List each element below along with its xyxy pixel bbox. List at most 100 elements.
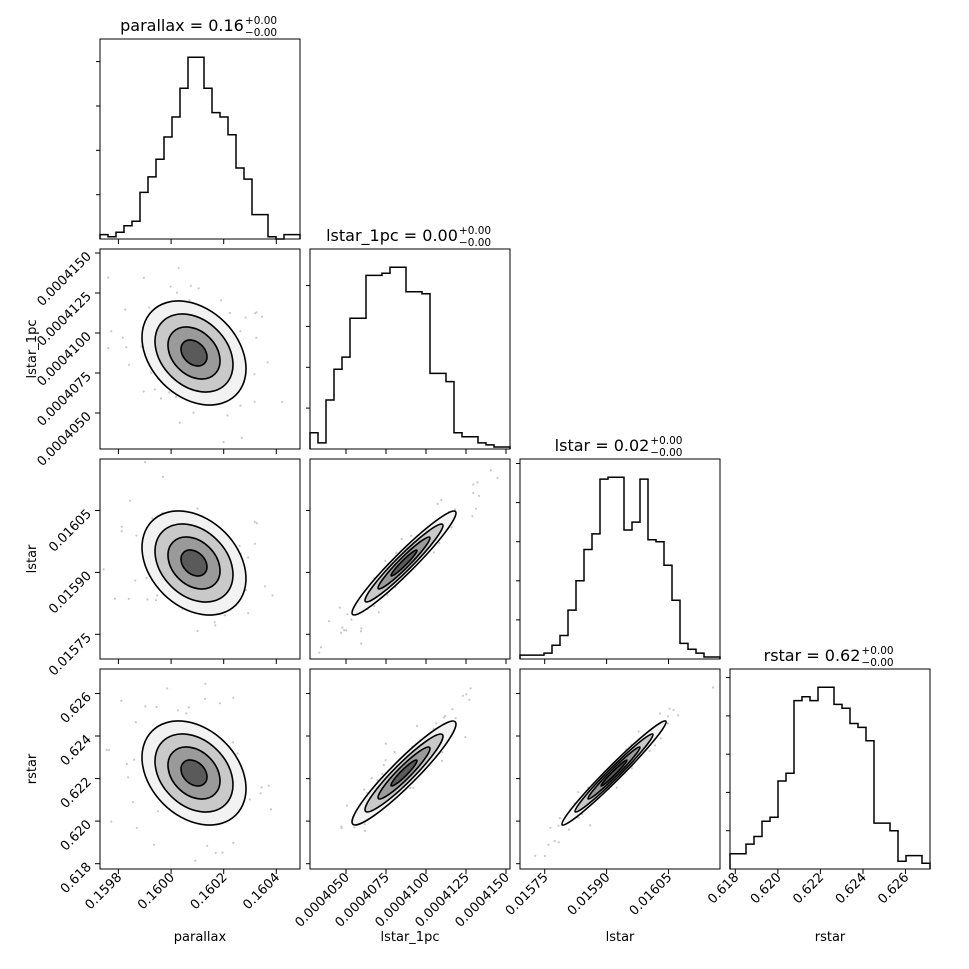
sample-point	[148, 306, 151, 309]
sample-point	[469, 687, 472, 690]
sample-point	[236, 752, 239, 755]
panel-frame	[309, 668, 511, 870]
y-axis-label: lstar	[25, 544, 40, 573]
sample-point	[382, 764, 385, 767]
sample-point	[159, 397, 163, 400]
sample-point	[343, 629, 346, 632]
sample-point	[107, 276, 110, 279]
x-tick-label: 0.1600	[135, 870, 178, 913]
density-contour	[390, 549, 418, 577]
x-tick-label: 0.626	[875, 870, 912, 907]
sample-point	[489, 469, 492, 472]
panel-2d-lstar_1pc-vs-parallax	[99, 248, 301, 450]
sample-point	[120, 525, 123, 528]
sample-point	[557, 824, 560, 827]
sample-point	[220, 299, 223, 302]
sample-point	[194, 859, 197, 862]
sample-point	[131, 801, 135, 804]
title-lower-error: −0.00	[650, 447, 682, 459]
sample-point	[440, 759, 444, 763]
sample-point	[145, 576, 148, 580]
sample-point	[142, 390, 145, 393]
panel-frame	[99, 248, 301, 450]
title-upper-error: +0.00	[245, 15, 277, 27]
sample-point	[269, 808, 273, 811]
sample-point	[341, 626, 344, 629]
sample-point	[247, 556, 250, 559]
sample-point	[384, 742, 387, 745]
sample-point	[474, 507, 478, 510]
sample-point	[188, 299, 191, 302]
sample-point	[454, 717, 457, 720]
x-axis-label: parallax	[174, 930, 227, 945]
sample-point	[654, 744, 657, 747]
sample-point	[549, 826, 552, 829]
histogram-parallax: parallax = 0.16 +0.00−0.00	[96, 15, 301, 240]
density-contour	[600, 759, 628, 787]
sample-point	[436, 502, 439, 505]
sample-point	[318, 651, 321, 654]
sample-point	[370, 777, 373, 780]
sample-point	[196, 507, 199, 510]
sample-point	[253, 400, 256, 403]
sample-point	[346, 613, 349, 616]
sample-point	[615, 786, 618, 789]
sample-point	[345, 629, 348, 632]
sample-point	[238, 544, 241, 547]
x-tick-label: 0.01590	[565, 870, 614, 919]
sample-point	[450, 526, 453, 529]
histogram-lstar_1pc: lstar_1pc = 0.00 +0.00−0.00	[306, 225, 511, 450]
sample-point	[260, 786, 263, 789]
sample-point	[213, 621, 216, 624]
sample-point	[465, 693, 468, 696]
sample-point	[363, 788, 366, 791]
sample-point	[672, 709, 675, 712]
sample-point	[577, 791, 580, 794]
sample-point	[668, 707, 671, 710]
panel-title: rstar = 0.62	[764, 646, 861, 665]
sample-point	[174, 395, 178, 398]
sample-point	[127, 597, 130, 601]
sample-point	[240, 436, 243, 439]
sample-point	[175, 291, 179, 294]
title-upper-error: +0.00	[650, 435, 682, 447]
sample-point	[144, 461, 147, 464]
x-tick-label: 0.01575	[503, 870, 552, 919]
sample-point	[107, 748, 110, 752]
sample-point	[153, 388, 156, 391]
sample-point	[185, 712, 188, 715]
sample-point	[577, 816, 581, 819]
x-tick-label: 0.01605	[627, 870, 676, 919]
sample-point	[589, 824, 592, 827]
sample-point	[244, 316, 247, 319]
sample-point	[363, 829, 366, 832]
sample-point	[253, 542, 256, 545]
density-contour	[390, 759, 418, 787]
panel-frame	[99, 38, 301, 240]
sample-point	[568, 828, 571, 831]
x-tick-label: 0.1598	[82, 870, 125, 913]
sample-point	[630, 767, 633, 770]
y-axis-label: rstar	[25, 753, 40, 784]
title-lower-error: −0.00	[245, 27, 277, 39]
x-tick-label: 0.624	[833, 870, 870, 907]
sample-point	[477, 494, 480, 497]
sample-point	[432, 727, 435, 730]
sample-point	[135, 826, 138, 829]
sample-point	[255, 311, 258, 314]
sample-point	[152, 843, 156, 846]
panel-title: lstar = 0.02	[555, 436, 650, 455]
sample-point	[267, 784, 270, 787]
sample-point	[124, 308, 127, 311]
sample-point	[133, 758, 136, 761]
sample-point	[416, 724, 419, 728]
title-upper-error: +0.00	[861, 645, 893, 657]
sample-point	[151, 517, 154, 520]
x-tick-label: 0.1604	[240, 870, 283, 913]
sample-point	[263, 585, 267, 588]
sample-point	[547, 843, 550, 846]
sample-point	[677, 714, 680, 717]
sample-point	[410, 534, 413, 538]
x-tick-label: 0.620	[748, 870, 785, 907]
sample-point	[169, 285, 172, 288]
